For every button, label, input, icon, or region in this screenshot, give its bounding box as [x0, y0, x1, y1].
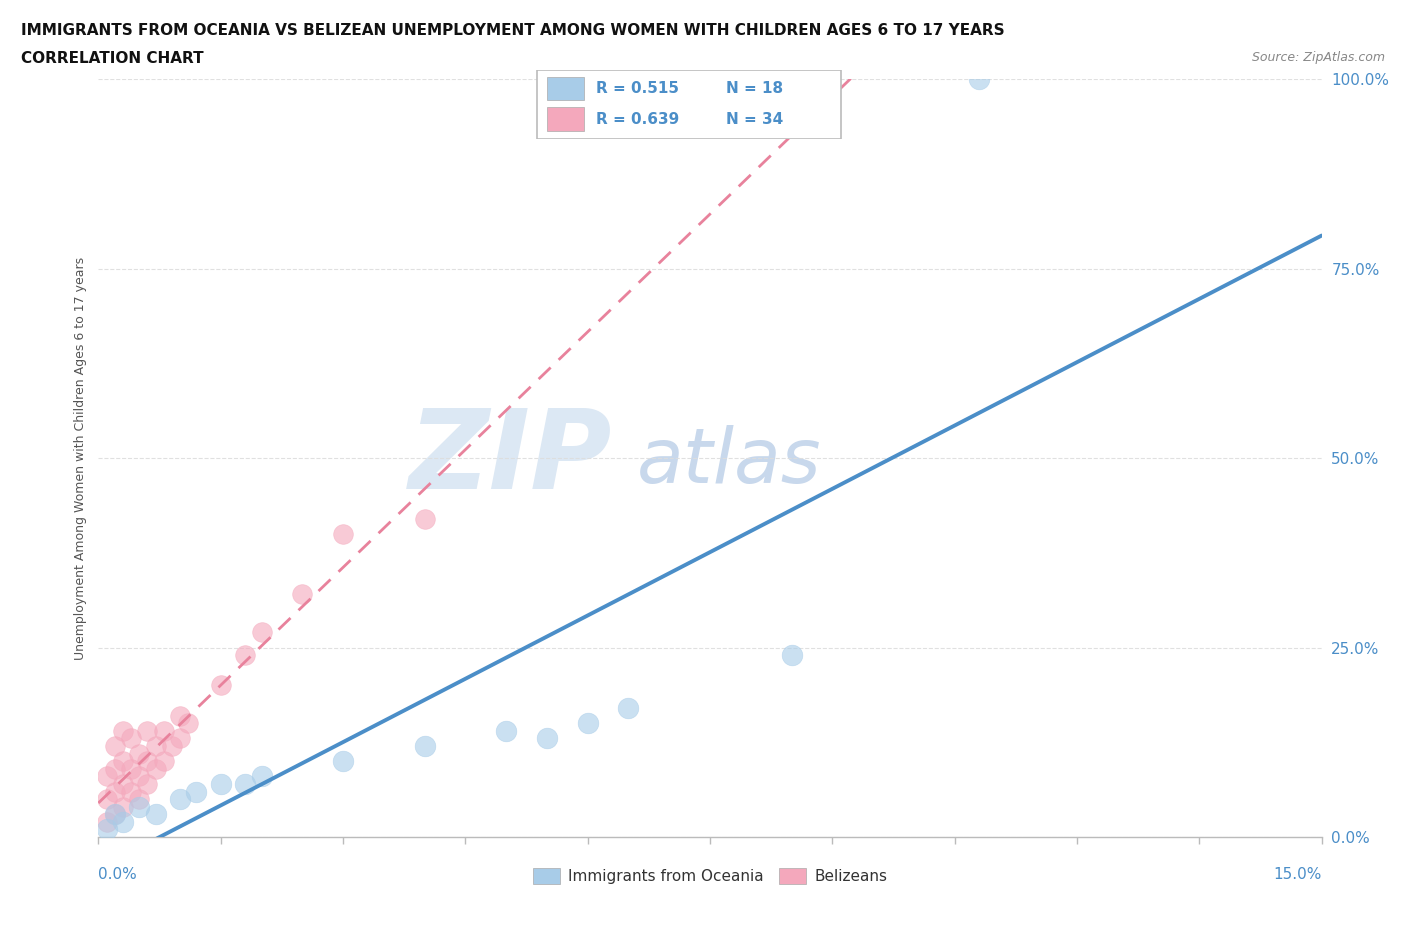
Point [136, 724, 159, 738]
Text: atlas: atlas [637, 425, 821, 498]
Point [233, 647, 256, 662]
Text: IMMIGRANTS FROM OCEANIA VS BELIZEAN UNEMPLOYMENT AMONG WOMEN WITH CHILDREN AGES : IMMIGRANTS FROM OCEANIA VS BELIZEAN UNEM… [21, 23, 1005, 38]
Point [177, 716, 200, 731]
Point [120, 762, 142, 777]
Point [128, 791, 150, 806]
Point [104, 738, 127, 753]
Point [120, 784, 142, 799]
Bar [547, 77, 583, 100]
Text: 0.0%: 0.0% [98, 868, 138, 883]
Point [111, 799, 134, 814]
Point [136, 753, 159, 768]
Y-axis label: Unemployment Among Women with Children Ages 6 to 17 years: Unemployment Among Women with Children A… [75, 257, 87, 659]
Point [145, 738, 167, 753]
Point [104, 784, 127, 799]
Point [111, 753, 134, 768]
Point [209, 678, 232, 693]
Point [169, 709, 191, 724]
Point [169, 791, 191, 806]
Legend: Immigrants from Oceania, Belizeans: Immigrants from Oceania, Belizeans [527, 862, 893, 890]
Point [495, 724, 517, 738]
Point [145, 807, 167, 822]
Point [104, 807, 127, 822]
Point [413, 512, 436, 526]
Point [780, 647, 803, 662]
Point [169, 731, 191, 746]
Bar [547, 108, 583, 131]
Text: 15.0%: 15.0% [1274, 868, 1322, 883]
Point [250, 625, 273, 640]
Point [128, 746, 150, 761]
Point [96, 791, 118, 806]
Text: N = 34: N = 34 [725, 112, 783, 126]
Point [120, 731, 142, 746]
Point [160, 738, 183, 753]
Point [186, 784, 208, 799]
Point [332, 753, 354, 768]
Point [233, 777, 256, 791]
Point [209, 777, 232, 791]
Point [128, 799, 150, 814]
Text: N = 18: N = 18 [725, 81, 783, 96]
Point [250, 769, 273, 784]
Point [536, 731, 558, 746]
Text: R = 0.515: R = 0.515 [596, 81, 679, 96]
Point [152, 724, 174, 738]
Text: R = 0.639: R = 0.639 [596, 112, 679, 126]
Point [136, 777, 159, 791]
Point [96, 822, 118, 837]
Point [617, 700, 640, 715]
Point [111, 724, 134, 738]
Text: CORRELATION CHART: CORRELATION CHART [21, 51, 204, 66]
Text: Source: ZipAtlas.com: Source: ZipAtlas.com [1251, 51, 1385, 64]
Point [967, 72, 990, 86]
FancyBboxPatch shape [537, 71, 841, 139]
Point [576, 716, 599, 731]
Point [104, 762, 127, 777]
Text: ZIP: ZIP [409, 405, 612, 512]
Point [291, 587, 314, 602]
Point [128, 769, 150, 784]
Point [104, 807, 127, 822]
Point [96, 769, 118, 784]
Point [111, 777, 134, 791]
Point [145, 762, 167, 777]
Point [152, 753, 174, 768]
Point [96, 815, 118, 830]
Point [111, 815, 134, 830]
Point [332, 526, 354, 541]
Point [413, 738, 436, 753]
